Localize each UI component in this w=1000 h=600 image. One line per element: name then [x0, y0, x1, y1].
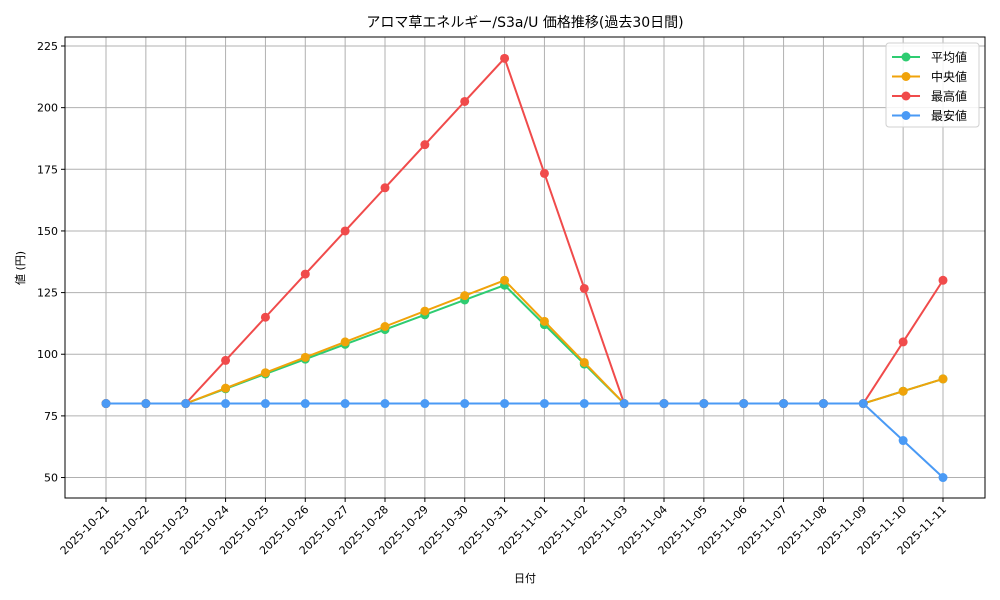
data-point	[898, 337, 908, 347]
data-point	[818, 399, 828, 409]
plot-frame	[64, 36, 986, 499]
legend-label: 最高値	[931, 89, 967, 104]
data-point	[260, 368, 270, 378]
legend-box	[885, 42, 980, 128]
data-point	[659, 399, 669, 409]
data-point	[579, 399, 589, 409]
data-point	[260, 399, 270, 409]
data-point	[141, 399, 151, 409]
data-point	[739, 399, 749, 409]
y-tick-label: 175	[37, 163, 58, 176]
data-point	[460, 291, 470, 301]
data-point	[101, 399, 111, 409]
y-tick-label: 200	[37, 102, 58, 115]
data-point	[300, 399, 310, 409]
data-point	[460, 96, 470, 106]
data-point	[221, 383, 231, 393]
series-layer	[101, 53, 948, 483]
data-point	[260, 312, 270, 322]
data-point	[500, 275, 510, 285]
legend-marker-icon	[901, 52, 911, 62]
legend-label: 平均値	[931, 50, 967, 65]
data-point	[300, 269, 310, 279]
legend-item: 最安値	[892, 108, 967, 123]
data-point	[619, 399, 629, 409]
y-tick-label: 75	[44, 410, 58, 423]
legend-marker-icon	[901, 111, 911, 120]
data-point	[420, 399, 430, 409]
data-point	[380, 321, 390, 331]
data-point	[579, 357, 589, 367]
legend-item: 最高値	[892, 89, 967, 104]
data-point	[300, 352, 310, 362]
data-point	[938, 374, 948, 384]
data-point	[380, 183, 390, 193]
data-point	[699, 399, 709, 409]
data-point	[779, 399, 789, 409]
y-tick-label: 150	[37, 225, 58, 238]
data-point	[181, 399, 191, 409]
data-point	[500, 399, 510, 409]
data-point	[380, 399, 390, 409]
y-axis-label: 値 (円)	[14, 251, 27, 285]
data-point	[340, 399, 350, 409]
y-tick-label: 225	[37, 40, 58, 53]
data-point	[221, 355, 231, 365]
data-point	[938, 473, 948, 483]
y-axis: 50 75 100 125 150 175 200 225	[37, 40, 65, 485]
data-point	[340, 337, 350, 347]
data-point	[539, 399, 549, 409]
data-point	[898, 386, 908, 396]
legend-marker-icon	[901, 72, 911, 81]
data-point	[938, 275, 948, 285]
legend-label: 中央値	[931, 69, 967, 84]
chart-title: アロマ草エネルギー/S3a/U 価格推移(過去30日間)	[366, 15, 683, 31]
data-point	[420, 140, 430, 150]
data-point	[579, 283, 589, 293]
data-point	[539, 168, 549, 178]
data-point	[460, 399, 470, 409]
data-point	[221, 399, 231, 409]
series-line	[101, 399, 948, 483]
y-tick-label: 50	[44, 472, 58, 485]
data-point	[898, 436, 908, 446]
grid-lines	[65, 37, 985, 498]
y-tick-label: 125	[37, 287, 58, 300]
legend-marker-icon	[901, 91, 911, 101]
data-point	[420, 306, 430, 316]
x-axis-label: 日付	[514, 572, 536, 585]
legend-item: 中央値	[892, 69, 967, 84]
data-point	[858, 399, 868, 409]
legend-label: 最安値	[931, 108, 967, 123]
data-point	[340, 226, 350, 236]
y-tick-label: 100	[37, 348, 58, 361]
legend-item: 平均値	[892, 50, 967, 65]
x-axis: 2025-10-212025-10-222025-10-232025-10-24…	[58, 498, 949, 557]
data-point	[500, 53, 510, 63]
data-point	[539, 316, 549, 326]
series-line	[101, 275, 948, 409]
